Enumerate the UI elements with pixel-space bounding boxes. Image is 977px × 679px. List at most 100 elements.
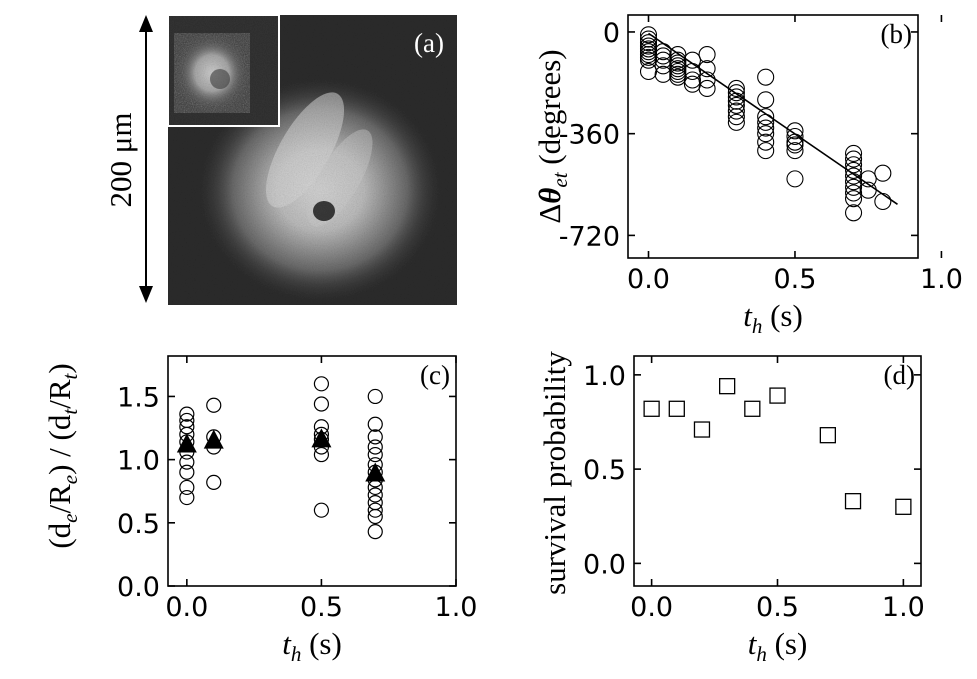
data-point-b-59	[845, 178, 863, 196]
data-point-d-7	[844, 493, 862, 510]
x-tick-label-d-0: 0.0	[630, 592, 673, 623]
panel-label-b: (b)	[881, 19, 912, 49]
data-point-b-52	[786, 170, 804, 188]
y-tick-label-b-1: -360	[559, 120, 620, 151]
mean-triangle-c-1	[203, 429, 224, 449]
y-label-c-part-4: ) / (d	[42, 414, 77, 475]
data-point-c-35	[367, 524, 383, 540]
data-point-b-53	[845, 144, 863, 163]
data-point-b-41	[757, 108, 775, 126]
data-point-b-33	[727, 88, 745, 106]
y-label-c-part-2: /R	[42, 484, 77, 514]
data-point-b-9	[639, 62, 658, 81]
data-point-b-57	[845, 167, 863, 185]
data-point-c-23	[367, 416, 383, 432]
data-point-b-36	[727, 102, 745, 120]
plot-frame-d	[633, 355, 922, 587]
data-point-c-10	[206, 397, 222, 413]
data-point-d-4	[744, 400, 761, 417]
data-point-c-31	[367, 487, 383, 503]
data-point-b-62	[845, 204, 863, 222]
y-label-delta-b: Δ	[532, 204, 567, 224]
data-point-b-45	[757, 133, 775, 151]
data-point-b-26	[683, 75, 701, 93]
data-point-b-60	[845, 184, 863, 202]
data-point-b-37	[727, 108, 745, 126]
x-tick-label-b-0: 0.0	[627, 264, 670, 295]
x-axis-label-c: th (s)	[282, 626, 342, 666]
data-point-b-61	[845, 190, 863, 208]
y-label-c-part-3: e	[58, 475, 82, 484]
data-point-c-9	[179, 489, 195, 506]
x-label-main-b: t	[743, 298, 753, 333]
y-label-c-part-6: /R	[42, 379, 77, 409]
y-tick-label-c-1: 0.5	[117, 509, 160, 540]
data-point-b-35	[727, 96, 745, 114]
y-label-c-part-7: t	[58, 372, 82, 379]
plot-frame-c	[167, 355, 457, 587]
data-point-b-56	[845, 161, 863, 179]
data-point-b-12	[654, 51, 672, 69]
data-point-b-51	[786, 142, 804, 160]
y-tick-label-d-0: 0.0	[583, 549, 626, 580]
data-point-b-23	[683, 51, 701, 69]
inset-image	[167, 14, 280, 127]
x-tick-label-b-1: 0.5	[773, 264, 816, 295]
y-tick-label-c-2: 1.0	[117, 446, 160, 477]
x-label-sub-b: h	[752, 314, 763, 338]
data-point-c-0	[179, 406, 195, 422]
mean-triangle-c-2	[311, 428, 332, 448]
data-point-b-66	[874, 192, 892, 211]
y-label-theta-b: θ	[532, 188, 567, 204]
data-point-c-14	[313, 376, 330, 392]
y-axis-label-c: (de/Re) / (dt/Rt)	[42, 363, 82, 548]
data-point-c-34	[367, 508, 383, 525]
y-tick-label-c-3: 1.5	[117, 382, 160, 413]
x-label-unit-c: (s)	[301, 626, 341, 661]
x-label-unit-b: (s)	[762, 298, 802, 333]
x-tick-label-c-2: 1.0	[435, 592, 478, 623]
data-point-b-32	[727, 84, 745, 102]
x-tick-label-c-0: 0.0	[165, 592, 208, 623]
data-point-c-25	[367, 439, 383, 455]
y-label-c-part-1: e	[58, 514, 82, 523]
data-point-d-3	[718, 378, 736, 395]
y-tick-label-b-0: 0	[603, 18, 620, 49]
x-tick-label-d-2: 1.0	[882, 592, 925, 623]
data-point-b-27	[698, 46, 716, 64]
panel-d-chart: 0.0 0.5 1.0 0.0 0.5 1.0 (d) th (s) survival prob…	[537, 351, 925, 666]
y-axis-label-b: Δθet (degrees)	[532, 49, 572, 223]
data-point-b-13	[654, 57, 672, 75]
y-tick-label-b-2: -720	[559, 221, 620, 252]
panel-a-image: (a) 200 μm	[103, 14, 457, 305]
data-point-c-20	[313, 446, 330, 463]
x-tick-label-d-1: 0.5	[756, 592, 799, 623]
mean-triangle-c-0	[176, 433, 197, 453]
data-point-b-43	[757, 119, 775, 137]
data-point-d-1	[668, 400, 685, 417]
data-point-b-47	[786, 122, 804, 140]
data-point-b-39	[757, 68, 775, 86]
data-point-c-26	[367, 446, 383, 463]
data-point-b-25	[683, 71, 701, 89]
data-point-d-6	[819, 427, 837, 444]
data-point-c-21	[313, 502, 330, 518]
data-point-b-54	[845, 150, 863, 168]
data-point-c-24	[367, 429, 383, 445]
data-point-c-6	[179, 454, 195, 470]
panel-b-chart: 0.0 0.5 1.0 0 -360 -720 (b) th (s) Δθet (degrees…	[532, 14, 963, 338]
data-point-c-33	[367, 502, 383, 518]
x-tick-label-c-1: 0.5	[300, 592, 343, 623]
data-point-c-8	[179, 479, 195, 496]
y-label-c-part-8: )	[42, 363, 77, 373]
data-point-b-11	[654, 47, 672, 65]
data-point-d-5	[769, 387, 786, 404]
data-point-b-44	[757, 125, 775, 143]
x-label-sub-d: h	[756, 642, 767, 666]
data-point-d-2	[693, 421, 711, 438]
data-point-c-1	[179, 412, 195, 429]
y-label-unit-b: (degrees)	[532, 49, 567, 172]
fit-line-b	[648, 32, 898, 205]
x-label-sub-c: h	[291, 642, 302, 666]
